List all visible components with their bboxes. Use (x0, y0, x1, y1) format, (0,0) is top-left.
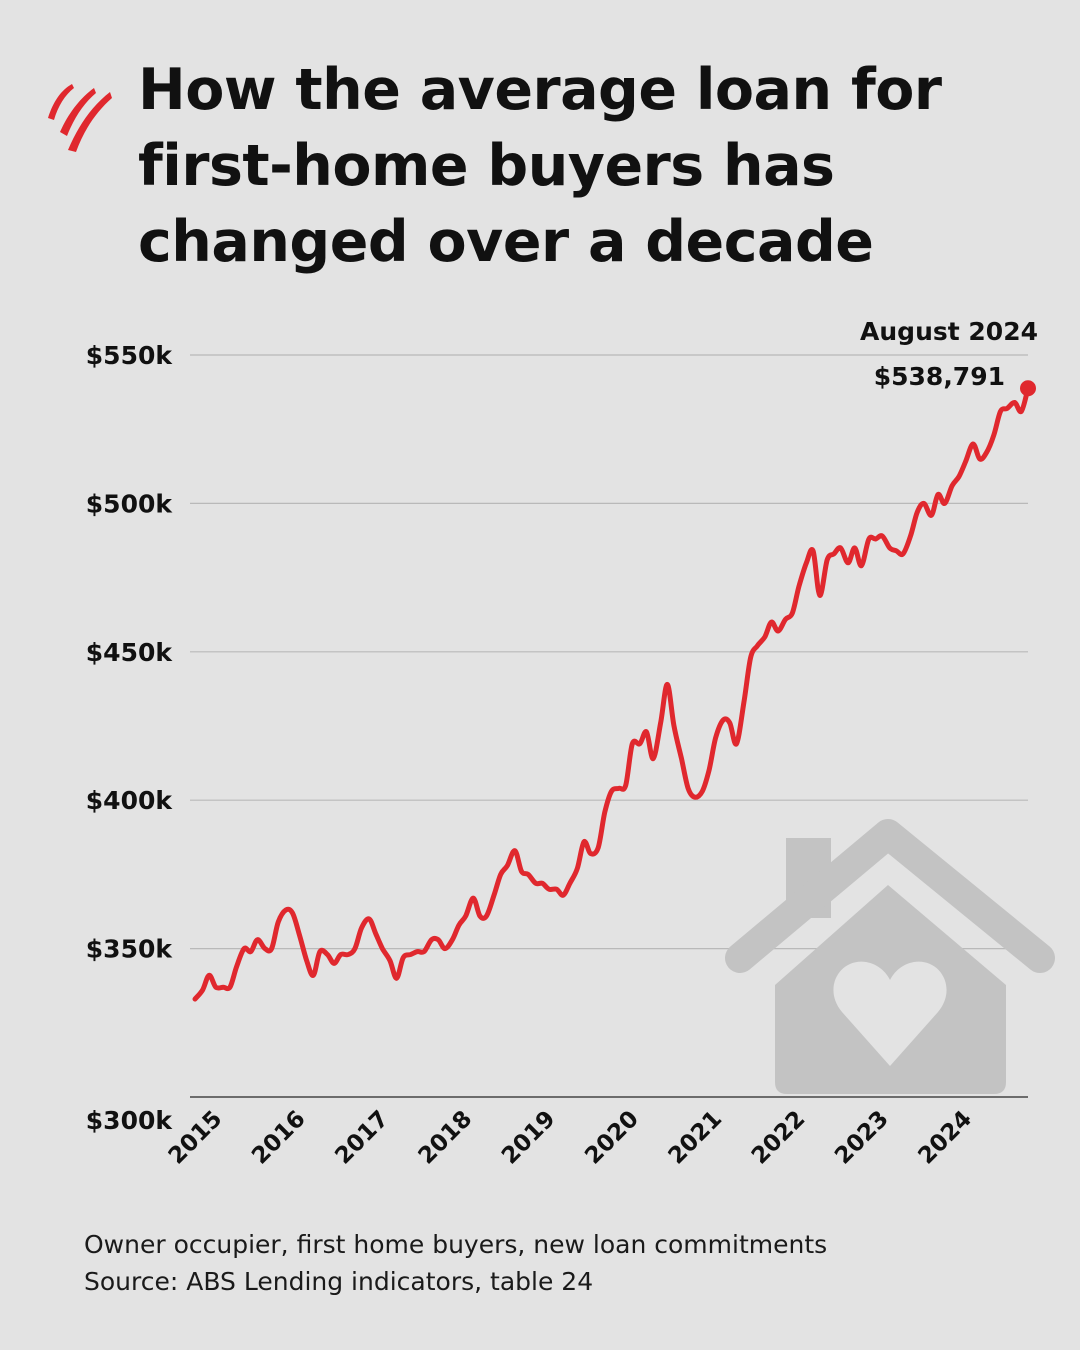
callout-date: August 2024 (860, 317, 1038, 346)
x-tick-label: 2021 (664, 1106, 728, 1170)
x-tick-label: 2015 (164, 1106, 228, 1170)
title-line-3: changed over a decade (138, 209, 874, 275)
title-line-1: How the average loan for (138, 57, 942, 123)
y-tick-label: $500k (86, 489, 174, 518)
house-heart-icon (725, 819, 1055, 1094)
sbs-logo-icon (48, 84, 112, 152)
chart-footer: Owner occupier, first home buyers, new l… (84, 1226, 1044, 1300)
series-layer (192, 385, 1031, 1002)
y-tick-label: $400k (86, 786, 174, 815)
gridlines (190, 354, 1028, 1098)
y-axis-tick-labels: $550k $500k $450k $400k $350k $300k (86, 341, 174, 1135)
footer-note: Owner occupier, first home buyers, new l… (84, 1230, 828, 1259)
callout-value: $538,791 (874, 362, 1005, 391)
series-line (192, 385, 1031, 1002)
y-tick-label: $300k (86, 1106, 174, 1135)
x-tick-label: 2023 (830, 1106, 894, 1170)
x-tick-label: 2020 (580, 1106, 644, 1170)
chart-title: How the average loan for first-home buye… (138, 52, 1038, 280)
x-tick-label: 2018 (414, 1106, 478, 1170)
title-line-2: first-home buyers has (138, 133, 835, 199)
x-tick-label: 2024 (913, 1106, 977, 1170)
x-tick-label: 2016 (247, 1106, 311, 1170)
y-tick-label: $550k (86, 341, 174, 370)
y-tick-label: $450k (86, 638, 174, 667)
x-tick-label: 2017 (330, 1106, 394, 1170)
x-tick-label: 2022 (747, 1106, 811, 1170)
endpoint-marker (1020, 380, 1036, 397)
x-tick-label: 2019 (497, 1106, 561, 1170)
footer-source: Source: ABS Lending indicators, table 24 (84, 1267, 594, 1296)
callout-layer: August 2024 $538,791 (860, 317, 1038, 397)
x-axis-tick-labels: 2015 2016 2017 2018 2019 2020 2021 2022 2023 2024 (164, 1106, 977, 1170)
y-tick-label: $350k (86, 935, 174, 964)
